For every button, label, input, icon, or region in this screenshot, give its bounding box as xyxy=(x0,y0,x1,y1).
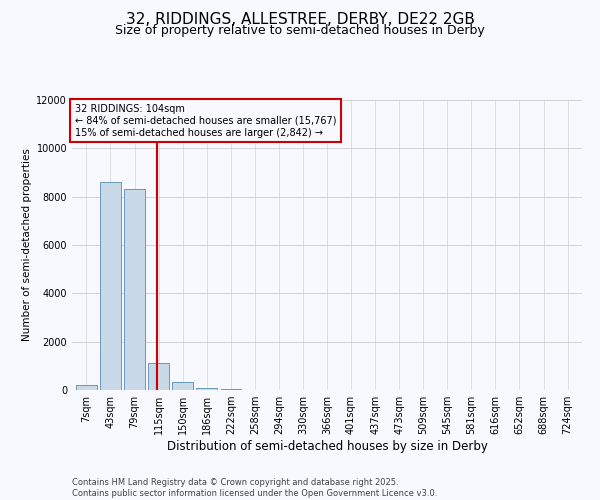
Bar xyxy=(124,190,145,390)
Bar xyxy=(148,364,169,390)
Y-axis label: Number of semi-detached properties: Number of semi-detached properties xyxy=(22,148,32,342)
Bar xyxy=(76,385,97,390)
Bar xyxy=(172,382,193,390)
Text: 32, RIDDINGS, ALLESTREE, DERBY, DE22 2GB: 32, RIDDINGS, ALLESTREE, DERBY, DE22 2GB xyxy=(125,12,475,28)
X-axis label: Distribution of semi-detached houses by size in Derby: Distribution of semi-detached houses by … xyxy=(167,440,487,453)
Text: Size of property relative to semi-detached houses in Derby: Size of property relative to semi-detach… xyxy=(115,24,485,37)
Text: Contains HM Land Registry data © Crown copyright and database right 2025.
Contai: Contains HM Land Registry data © Crown c… xyxy=(72,478,437,498)
Text: 32 RIDDINGS: 104sqm
← 84% of semi-detached houses are smaller (15,767)
15% of se: 32 RIDDINGS: 104sqm ← 84% of semi-detach… xyxy=(74,104,336,138)
Bar xyxy=(100,182,121,390)
Bar xyxy=(196,388,217,390)
